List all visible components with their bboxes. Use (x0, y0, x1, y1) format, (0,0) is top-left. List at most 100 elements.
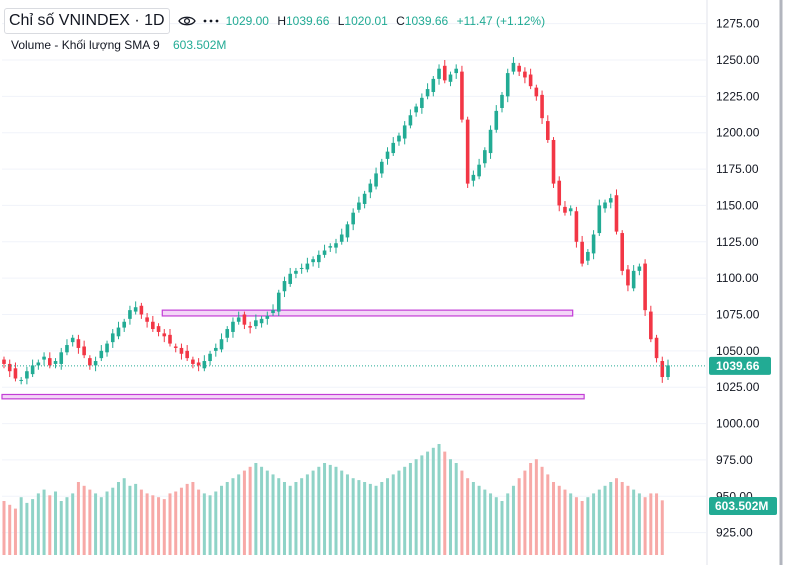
volume-bar (242, 470, 246, 555)
candle-body (156, 326, 161, 332)
volume-bar (632, 489, 636, 555)
candle-body (317, 254, 321, 263)
volume-bar (557, 485, 561, 555)
symbol-title-box[interactable]: Chỉ số VNINDEX · 1D (4, 8, 170, 34)
candle-body (488, 129, 493, 154)
volume-bars (2, 444, 664, 555)
candle-body (385, 151, 390, 159)
more-dots-icon[interactable] (202, 12, 220, 30)
support-resistance-zones[interactable] (1, 309, 585, 400)
volume-bar (42, 489, 46, 555)
volume-bar (220, 485, 224, 555)
y-tick-label: 1175.00 (716, 162, 759, 176)
candle-body (500, 94, 504, 108)
candle-body (276, 292, 281, 312)
volume-bar (523, 470, 527, 555)
candle-body (362, 193, 367, 204)
volume-bar (586, 497, 590, 555)
candle-body (93, 361, 98, 366)
candle-body (523, 71, 527, 78)
volume-bar (48, 495, 52, 555)
candle-body (649, 311, 653, 340)
candle-body (36, 362, 41, 366)
candle-body (420, 97, 424, 108)
candle-body (379, 161, 384, 174)
candle-body (311, 259, 315, 263)
candle-body (116, 327, 121, 337)
volume-bar (534, 459, 538, 555)
volume-bar (65, 497, 69, 555)
y-tick-label: 1000.00 (716, 417, 760, 431)
volume-bar (59, 501, 63, 555)
last-price-label: 1039.66 (716, 359, 760, 373)
volume-bar (151, 495, 155, 555)
candle-body (294, 270, 298, 274)
volume-bar (643, 497, 647, 555)
last-price-badge (709, 356, 771, 375)
candle-body (47, 358, 52, 366)
y-tick-label: 975.00 (716, 453, 753, 467)
candle-body (236, 317, 241, 322)
candle-body (402, 125, 407, 139)
volume-bar (202, 493, 206, 555)
volume-bar (317, 466, 321, 555)
candle-body (328, 246, 333, 248)
candle-body (551, 139, 556, 184)
candle-body (225, 329, 230, 338)
candle-body (88, 358, 92, 366)
candle-body (213, 347, 218, 351)
volume-bar (614, 478, 618, 555)
candle-body (397, 135, 401, 142)
y-tick-label: 1150.00 (716, 198, 759, 212)
volume-bar (477, 485, 481, 555)
volume-bar (574, 497, 578, 555)
volume-bar (649, 493, 653, 555)
volume-bar (122, 478, 126, 555)
volume-bar (506, 493, 510, 555)
volume-bar (380, 482, 384, 555)
candle-body (42, 356, 46, 360)
candle-body (494, 110, 499, 130)
eye-icon[interactable] (177, 12, 196, 30)
candle-body (511, 62, 516, 72)
candle-body (654, 337, 659, 359)
y-tick-label: 1100.00 (716, 271, 759, 285)
candle-body (271, 310, 275, 314)
candle-body (414, 106, 418, 113)
candle-body (185, 350, 189, 359)
volume-bar (471, 482, 475, 555)
candle-body (448, 74, 453, 82)
candle-body (128, 310, 132, 319)
candle-body (660, 361, 665, 378)
volume-bar (546, 474, 550, 555)
candle-body (65, 345, 69, 353)
candle-body (357, 202, 361, 210)
candle-body (460, 71, 464, 120)
candle-body (586, 251, 590, 261)
candle-body (620, 233, 625, 271)
candle-body (580, 241, 584, 264)
volume-bar (99, 497, 103, 555)
candle-body (374, 173, 378, 187)
candle-body (591, 234, 596, 254)
volume-bar (597, 489, 601, 555)
volume-bar (139, 489, 143, 555)
volume-bar (374, 485, 378, 555)
volume-bar (540, 466, 544, 555)
volume-bar (397, 470, 401, 555)
volume-bar (174, 491, 178, 555)
volume-bar (185, 483, 189, 555)
y-tick-label: 1025.00 (716, 380, 760, 394)
volume-bar (403, 466, 407, 555)
volume-bar (31, 499, 35, 555)
symbol-title[interactable]: Chỉ số VNINDEX · 1D (9, 12, 165, 29)
candle-body (408, 115, 413, 126)
volume-bar (368, 483, 372, 555)
volume-bar (345, 474, 349, 555)
volume-legend[interactable]: Volume - Khối lượng SMA 9 603.502M (11, 38, 226, 52)
volume-bar (128, 485, 132, 555)
candle-body (471, 174, 476, 181)
volume-bar (391, 474, 395, 555)
